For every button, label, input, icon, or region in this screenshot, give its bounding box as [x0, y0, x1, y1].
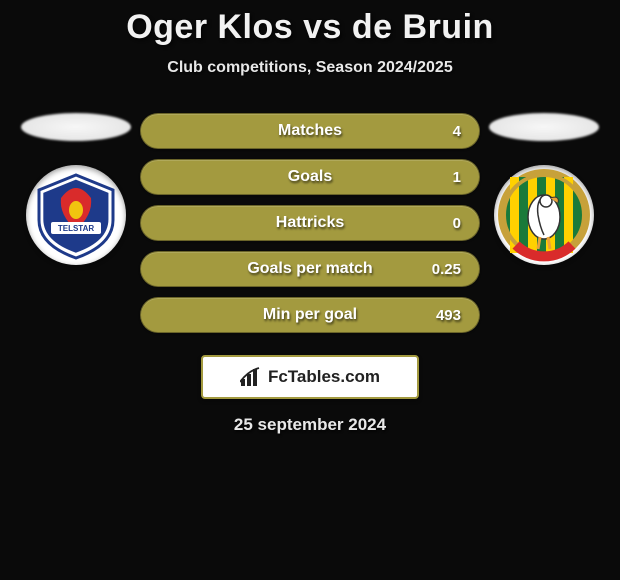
stat-value: 0.25 — [432, 261, 461, 278]
left-ellipse-decor — [21, 113, 131, 141]
right-club-column — [484, 113, 604, 265]
date-text: 25 september 2024 — [234, 415, 386, 435]
page-subtitle: Club competitions, Season 2024/2025 — [167, 59, 452, 77]
right-club-crest — [494, 165, 594, 265]
stat-value: 1 — [453, 169, 461, 186]
middle-row: TELSTAR Matches 4 Goals 1 Hattricks 0 Go… — [0, 113, 620, 333]
stat-row-goals: Goals 1 — [140, 159, 480, 195]
stat-row-matches: Matches 4 — [140, 113, 480, 149]
comparison-card: Oger Klos vs de Bruin Club competitions,… — [0, 0, 620, 580]
stat-value: 0 — [453, 215, 461, 232]
stat-value: 493 — [436, 307, 461, 324]
stat-row-mpg: Min per goal 493 — [140, 297, 480, 333]
bar-chart-icon — [240, 367, 262, 387]
stat-label: Hattricks — [276, 214, 344, 232]
ado-crest-icon — [496, 167, 592, 263]
stat-label: Goals per match — [247, 260, 372, 278]
stat-value: 4 — [453, 123, 461, 140]
svg-text:TELSTAR: TELSTAR — [58, 224, 95, 233]
stats-column: Matches 4 Goals 1 Hattricks 0 Goals per … — [136, 113, 484, 333]
left-club-crest: TELSTAR — [26, 165, 126, 265]
brand-watermark: FcTables.com — [201, 355, 419, 399]
stat-row-gpm: Goals per match 0.25 — [140, 251, 480, 287]
brand-text: FcTables.com — [268, 367, 380, 387]
stat-label: Matches — [278, 122, 342, 140]
stat-row-hattricks: Hattricks 0 — [140, 205, 480, 241]
page-title: Oger Klos vs de Bruin — [126, 8, 494, 47]
right-ellipse-decor — [489, 113, 599, 141]
telstar-crest-icon: TELSTAR — [31, 170, 121, 260]
stat-label: Goals — [288, 168, 332, 186]
left-club-column: TELSTAR — [16, 113, 136, 265]
stat-label: Min per goal — [263, 306, 357, 324]
